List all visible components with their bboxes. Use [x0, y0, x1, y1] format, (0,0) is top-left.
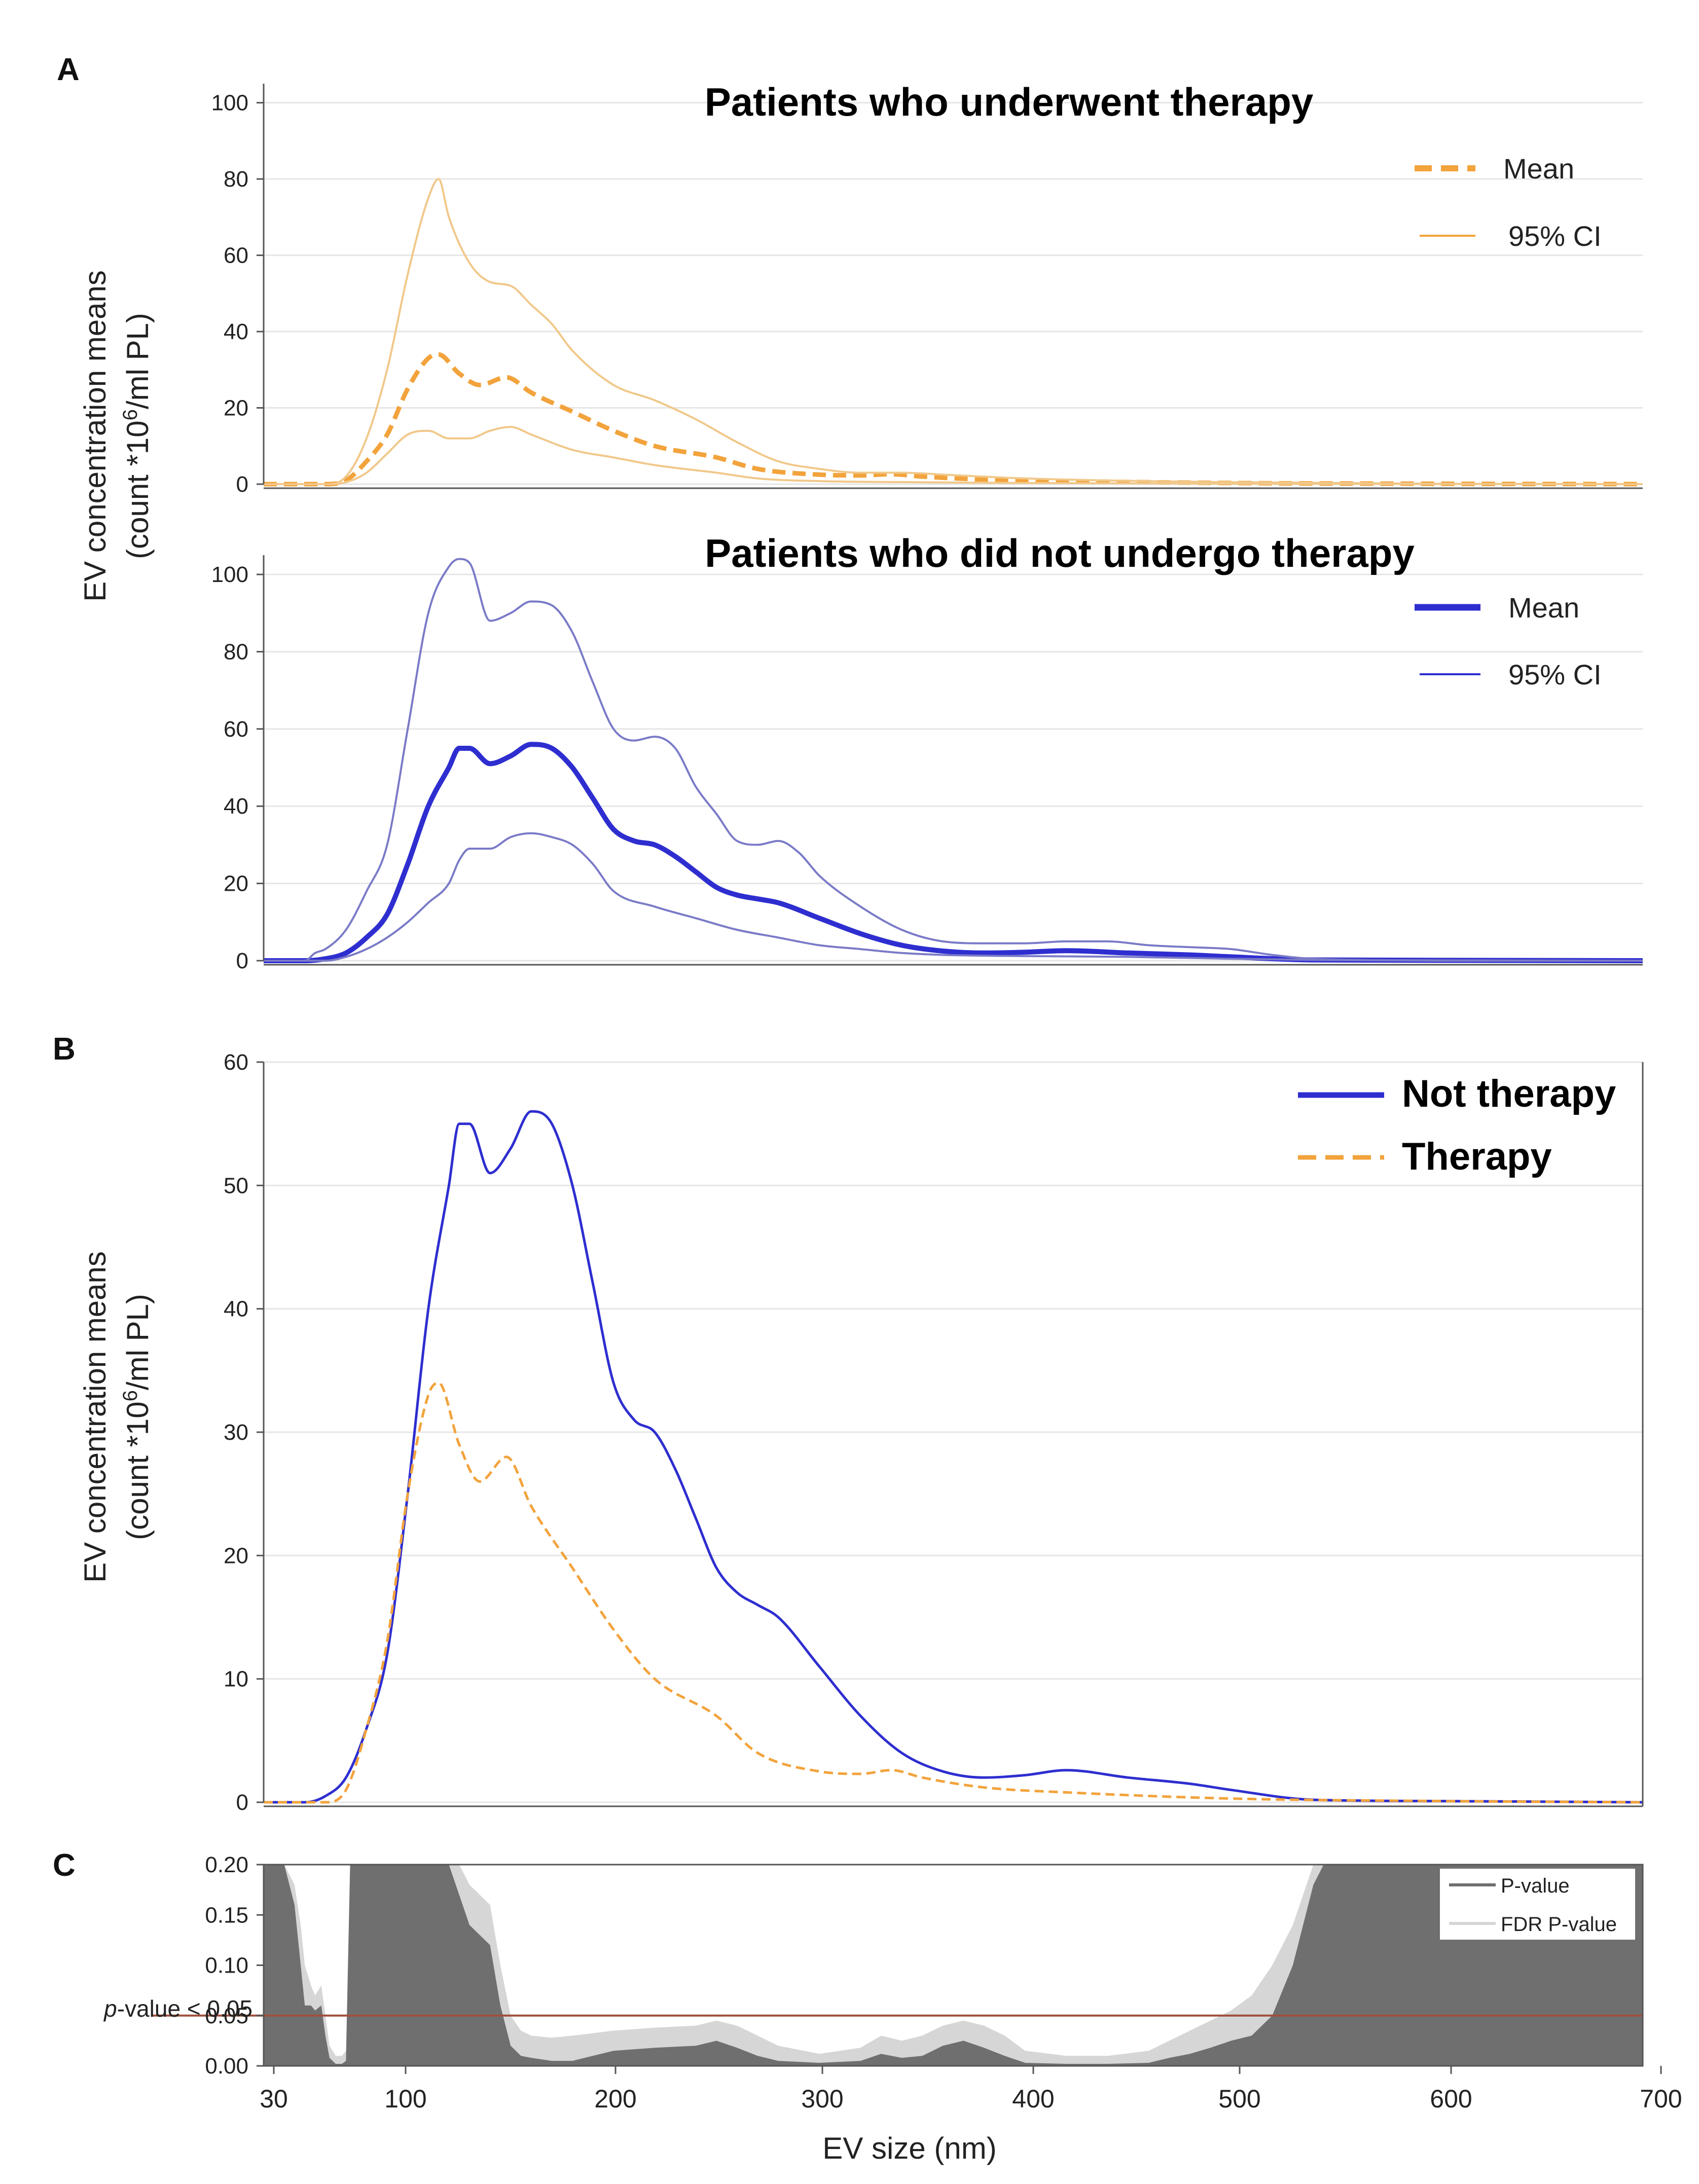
y-axis-label-a-sup: 6 [119, 409, 141, 420]
x-tick-label-3: 300 [801, 2085, 843, 2113]
x-axis-label: EV size (nm) [822, 2131, 996, 2165]
y-tick-label-c-3: 0.15 [205, 1903, 248, 1927]
x-tick-label-6: 600 [1430, 2085, 1472, 2113]
y-tick-label-a1-0: 0 [236, 472, 248, 497]
y-tick-label-c-4: 0.20 [205, 1852, 248, 1877]
series-a1-mean [264, 352, 1643, 487]
series-b-therapy [264, 1381, 1643, 1804]
y-tick-label-a1-1: 20 [224, 396, 248, 421]
y-axis-label-a-line2: (count *106/ml PL) [119, 313, 155, 559]
chart-title-no-therapy: Patients who did not undergo therapy [705, 531, 1415, 575]
y-tick-label-a2-1: 20 [224, 871, 248, 896]
x-tick-label-7: 700 [1640, 2085, 1682, 2113]
series-a1-95-ci-lower [264, 426, 1643, 486]
series-a2-mean [263, 742, 1643, 964]
x-tick-label-0: 30 [260, 2085, 288, 2113]
threshold-label-rest: -value < 0.05 [117, 1995, 252, 2022]
legend-b-not-therapy-label: Not therapy [1402, 1072, 1616, 1115]
series-a2-95-ci-lower [263, 832, 1643, 962]
y-axis-label-a-line1: EV concentration means [78, 270, 112, 602]
y-axis-label-b-line1: EV concentration means [78, 1251, 112, 1583]
y-axis-label-b-count: (count *10 [121, 1401, 155, 1540]
y-tick-label-a2-3: 60 [224, 717, 248, 742]
y-tick-label-a2-0: 0 [236, 949, 248, 973]
y-tick-label-a1-2: 40 [224, 319, 248, 344]
fill-layer [264, 1865, 1643, 2066]
y-axis-label-b-sup: 6 [119, 1390, 141, 1401]
legend-c-box [1440, 1869, 1635, 1940]
legend-a2-ci-label: 95% CI [1508, 659, 1602, 690]
y-axis-label-a-unit: /ml PL) [121, 313, 155, 409]
y-axis-label-b-line2: (count *106/ml PL) [119, 1294, 155, 1540]
x-tick-label-2: 200 [594, 2085, 636, 2113]
panel-label-a: A [57, 52, 80, 87]
legend-a1-mean-label: Mean [1503, 153, 1574, 185]
series-a1-95-ci-upper [264, 178, 1643, 486]
y-tick-label-b-2: 20 [224, 1543, 248, 1568]
legend-b-therapy-label: Therapy [1402, 1135, 1552, 1178]
nonsignificant-area [264, 1865, 1643, 2056]
y-tick-label-c-0: 0.00 [205, 2054, 248, 2079]
text-layer: 0 20 40 60 80 100 0 20 40 60 80 100 0 10 20 30 40 50 60 0.0… [205, 91, 1682, 2113]
x-tick-label-5: 500 [1218, 2085, 1260, 2113]
y-tick-label-a1-4: 80 [224, 167, 248, 192]
y-tick-label-c-1: 0.05 [205, 2004, 248, 2028]
y-tick-label-b-4: 40 [224, 1297, 248, 1322]
y-axis-label-a-count: (count *10 [121, 420, 155, 559]
series-layer [152, 178, 1643, 2017]
grid-layer [264, 102, 1643, 1803]
y-tick-label-b-1: 10 [224, 1667, 248, 1692]
y-tick-label-a2-2: 40 [224, 794, 248, 819]
y-tick-label-a2-4: 80 [224, 639, 248, 664]
threshold-label-p: p [103, 1995, 117, 2022]
y-tick-label-b-5: 50 [224, 1173, 248, 1198]
legend-c-fdr-label: FDR P-value [1501, 1913, 1617, 1936]
series-a2-95-ci-upper [263, 558, 1643, 962]
y-tick-label-a1-5: 100 [211, 91, 248, 116]
x-tick-label-1: 100 [384, 2085, 426, 2113]
y-axis-label-b-unit: /ml PL) [121, 1294, 155, 1390]
axis-frame-c [263, 1864, 1644, 2067]
y-tick-label-a1-3: 60 [224, 243, 248, 268]
y-tick-label-b-0: 0 [236, 1790, 248, 1815]
y-tick-label-b-6: 60 [224, 1050, 248, 1075]
axes-layer [257, 84, 1662, 2074]
panel-label-b: B [53, 1032, 76, 1067]
panel-label-c: C [53, 1848, 76, 1883]
x-tick-label-4: 400 [1012, 2085, 1054, 2113]
y-tick-label-b-3: 30 [224, 1420, 248, 1445]
threshold-label: p-value < 0.05 [103, 1995, 252, 2022]
series-b-not-therapy [264, 1110, 1643, 1804]
chart-title-therapy: Patients who underwent therapy [705, 80, 1314, 124]
legend-c-pvalue-label: P-value [1501, 1875, 1570, 1897]
y-tick-label-a2-5: 100 [211, 562, 248, 587]
y-tick-label-c-2: 0.10 [205, 1953, 248, 1978]
legend-a2-mean-label: Mean [1508, 592, 1579, 624]
legend-a1-ci-label: 95% CI [1508, 220, 1602, 252]
